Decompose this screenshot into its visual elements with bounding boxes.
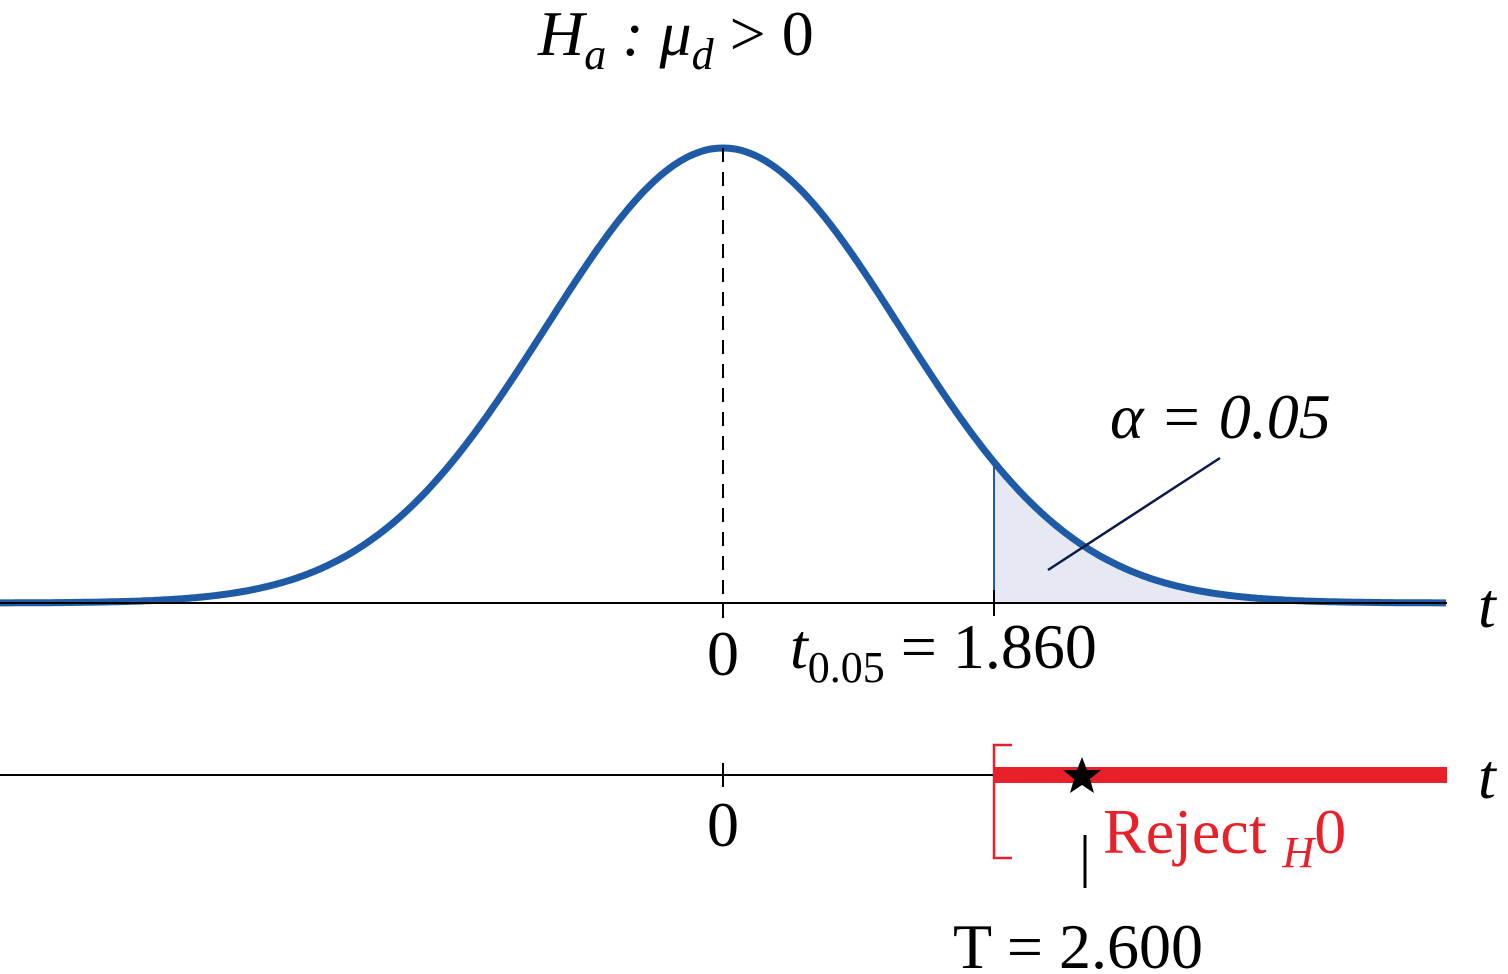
subscript: H xyxy=(1281,828,1316,877)
label-part: = 1.860 xyxy=(885,611,1097,682)
subscript: a xyxy=(584,30,606,79)
tail-area xyxy=(994,462,1447,603)
label-part: Reject xyxy=(1103,796,1282,867)
label-part: : μ xyxy=(606,0,691,69)
axis-label: t xyxy=(1478,570,1498,641)
center-label: 0 xyxy=(707,789,739,860)
critical-label: t0.05 = 1.860 xyxy=(790,611,1097,692)
reject-bracket xyxy=(992,743,1012,860)
statistic-star xyxy=(1063,757,1101,793)
label-part: t xyxy=(790,611,810,682)
subscript: d xyxy=(692,30,715,79)
alpha-label: α = 0.05 xyxy=(1110,381,1331,452)
hypothesis-title: Ha : μd > 0 xyxy=(537,0,814,79)
statistic-label: T = 2.600 xyxy=(953,911,1203,974)
label-part: 0 xyxy=(1314,796,1346,867)
reject-label: Reject H0 xyxy=(1103,796,1346,877)
label-part: H xyxy=(537,0,588,69)
center-label: 0 xyxy=(707,618,739,689)
axis-label: t xyxy=(1478,741,1498,812)
alpha-leader xyxy=(1047,456,1221,572)
label-part: > 0 xyxy=(714,0,814,69)
subscript: 0.05 xyxy=(808,643,885,692)
